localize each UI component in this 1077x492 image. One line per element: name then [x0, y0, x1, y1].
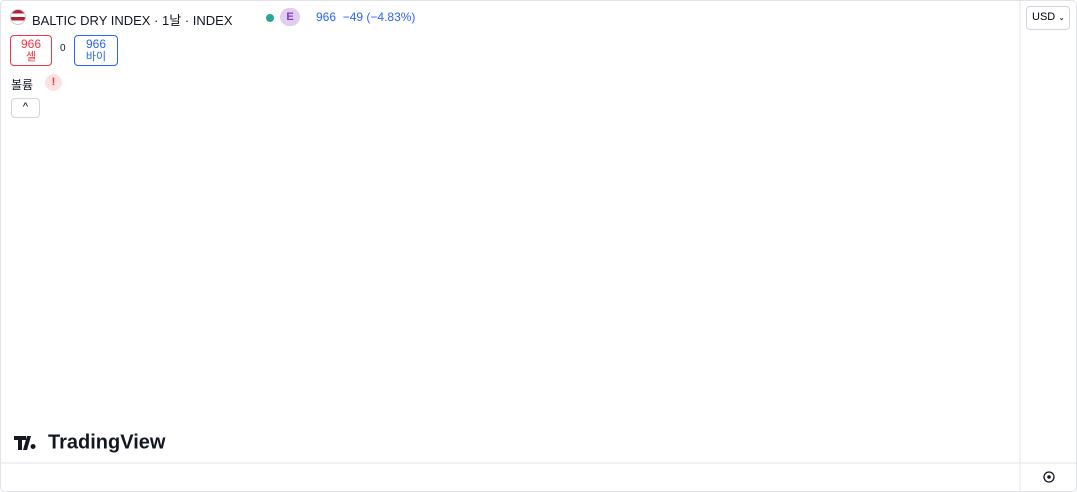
status-dot — [266, 10, 274, 25]
logo: TradingView — [14, 431, 166, 453]
price: 966 — [316, 10, 337, 24]
symbol-title: BALTIC DRY INDEX · 1날 · INDEX — [32, 13, 233, 28]
settings-icon[interactable] — [1043, 471, 1055, 483]
quote: 966 −49 (−4.83%) — [316, 10, 415, 24]
flag — [10, 9, 26, 28]
collapse-button[interactable]: ^ — [11, 98, 40, 118]
earnings-badge[interactable]: E — [280, 8, 300, 26]
currency: USD — [1032, 11, 1056, 23]
sell-price: 966 — [20, 37, 42, 51]
buy-price: 966 — [85, 37, 107, 51]
change-pct: (−4.83%) — [366, 10, 416, 24]
change: −49 — [342, 10, 364, 24]
logo-icon — [14, 436, 36, 450]
spread: 0 — [60, 43, 66, 54]
volume-label: 볼륨 — [11, 78, 34, 92]
currency-select[interactable]: USD ⌄ — [1026, 6, 1070, 30]
sell-label: 셀 — [25, 51, 37, 63]
logo-text: TradingView — [48, 431, 166, 453]
warning-icon[interactable]: ! — [45, 74, 62, 91]
sell-button[interactable]: 966 셀 — [10, 35, 52, 66]
settings-icon-dot — [1047, 475, 1051, 479]
buy-label: 바이 — [85, 51, 107, 63]
buy-button[interactable]: 966 바이 — [74, 35, 118, 66]
